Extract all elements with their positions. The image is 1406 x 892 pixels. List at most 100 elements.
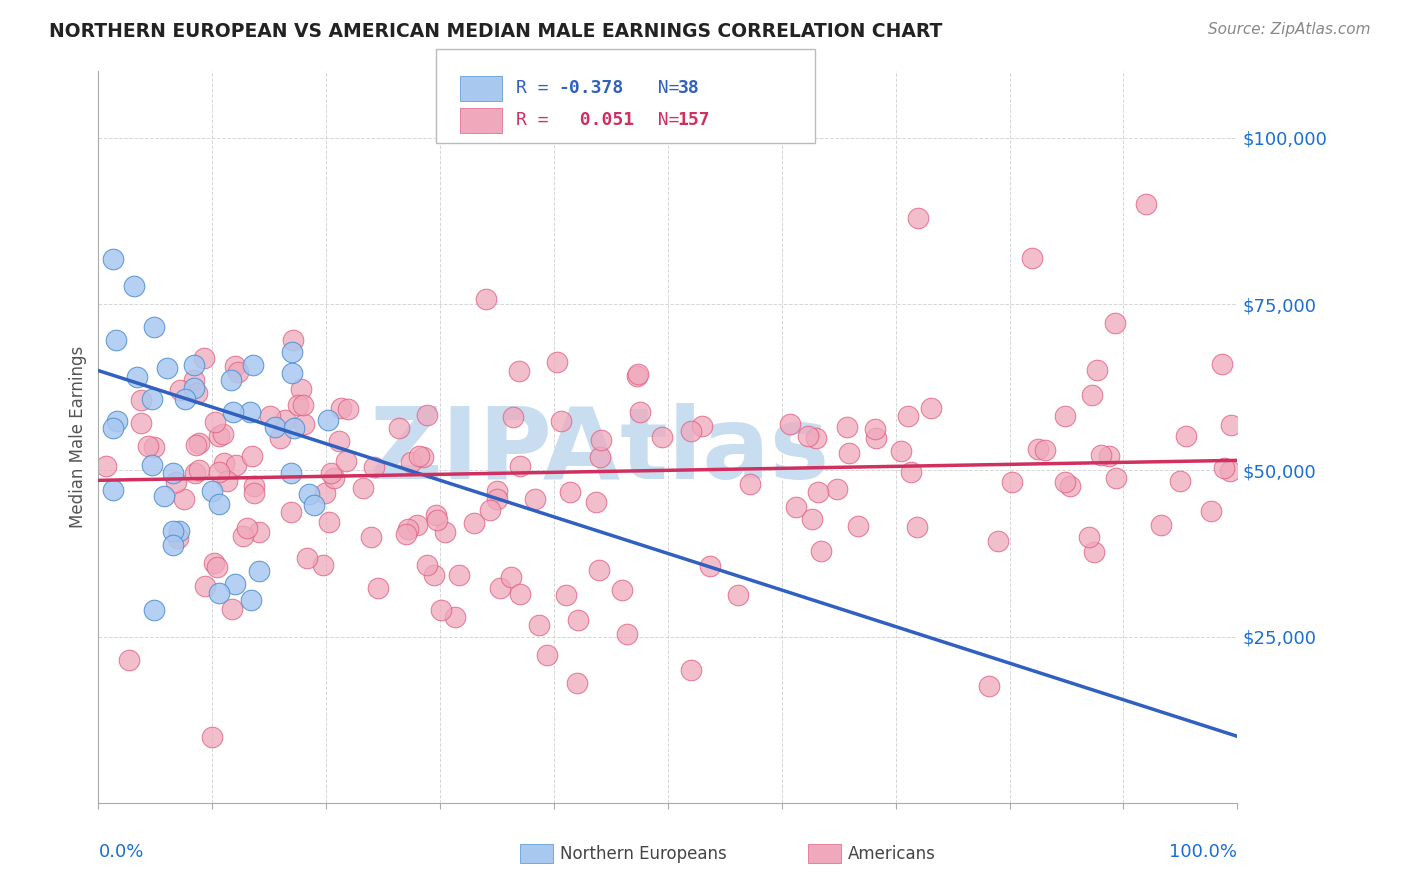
Point xyxy=(1001,475,1024,489)
Point xyxy=(807,485,830,500)
Point xyxy=(142,319,165,334)
Point xyxy=(243,479,266,493)
Point xyxy=(1170,474,1192,488)
Point xyxy=(907,211,929,225)
Point xyxy=(162,467,184,481)
Point xyxy=(1059,479,1081,493)
Point xyxy=(1219,463,1241,477)
Point xyxy=(188,436,211,450)
Point xyxy=(125,370,148,384)
Point xyxy=(463,516,485,530)
Point xyxy=(987,533,1010,548)
Point xyxy=(208,586,231,600)
Point xyxy=(401,455,423,469)
Point xyxy=(536,648,558,662)
Point xyxy=(546,354,568,368)
Point xyxy=(1026,442,1049,457)
Text: -0.378: -0.378 xyxy=(558,79,623,97)
Point xyxy=(104,333,127,347)
Point xyxy=(554,588,576,602)
Point xyxy=(207,465,229,479)
Point xyxy=(1150,518,1173,533)
Point xyxy=(890,444,912,458)
Point xyxy=(280,367,302,381)
Point xyxy=(202,556,225,570)
Text: ZIPAtlas: ZIPAtlas xyxy=(370,403,830,500)
Point xyxy=(810,544,832,558)
Point xyxy=(527,618,550,632)
Point xyxy=(416,558,439,572)
Point xyxy=(335,454,357,468)
Point xyxy=(423,567,446,582)
Point xyxy=(626,368,648,383)
Point xyxy=(360,530,382,544)
Point xyxy=(1105,471,1128,485)
Point xyxy=(318,516,340,530)
Point xyxy=(319,467,342,481)
Text: Northern Europeans: Northern Europeans xyxy=(560,845,727,863)
Point xyxy=(336,401,359,416)
Point xyxy=(523,491,546,506)
Point xyxy=(292,417,315,431)
Point xyxy=(101,421,124,435)
Point xyxy=(509,458,531,473)
Point xyxy=(779,417,801,431)
Point xyxy=(224,359,246,374)
Point xyxy=(103,483,125,497)
Point xyxy=(727,588,749,602)
Point xyxy=(508,363,530,377)
Point xyxy=(1083,545,1105,559)
Point xyxy=(426,513,449,527)
Point xyxy=(502,410,524,425)
Point xyxy=(204,415,226,429)
Point xyxy=(162,524,184,538)
Point xyxy=(863,422,886,436)
Point xyxy=(314,485,336,500)
Point xyxy=(591,433,613,447)
Point xyxy=(1053,409,1076,424)
Point xyxy=(485,483,508,498)
Point xyxy=(740,476,762,491)
Point xyxy=(183,381,205,395)
Point xyxy=(679,663,702,677)
Point xyxy=(589,450,612,465)
Point xyxy=(136,439,159,453)
Point xyxy=(298,486,321,500)
Point xyxy=(224,576,246,591)
Point xyxy=(433,525,456,540)
Point xyxy=(330,401,353,415)
Point xyxy=(225,458,247,472)
Point xyxy=(394,526,416,541)
Point xyxy=(167,531,190,545)
Point xyxy=(905,520,928,534)
Point xyxy=(444,609,467,624)
Point xyxy=(153,489,176,503)
Point xyxy=(785,500,807,515)
Point xyxy=(247,524,270,539)
Text: 100.0%: 100.0% xyxy=(1170,843,1237,861)
Point xyxy=(173,492,195,507)
Point xyxy=(1220,417,1243,432)
Point xyxy=(1098,450,1121,464)
Point xyxy=(1085,363,1108,377)
Point xyxy=(415,408,437,422)
Point xyxy=(259,409,281,424)
Point xyxy=(142,603,165,617)
Point xyxy=(194,579,217,593)
Point xyxy=(425,508,447,522)
Point xyxy=(328,434,350,448)
Point xyxy=(560,485,582,500)
Point xyxy=(352,481,374,495)
Point xyxy=(94,459,117,474)
Point xyxy=(489,581,512,595)
Text: 157: 157 xyxy=(678,112,710,129)
Point xyxy=(626,368,648,382)
Point xyxy=(825,482,848,496)
Point xyxy=(900,465,922,479)
Text: Americans: Americans xyxy=(848,845,936,863)
Point xyxy=(588,563,610,577)
Point xyxy=(1053,475,1076,489)
Point xyxy=(1081,388,1104,402)
Point xyxy=(129,416,152,430)
Point xyxy=(221,601,243,615)
